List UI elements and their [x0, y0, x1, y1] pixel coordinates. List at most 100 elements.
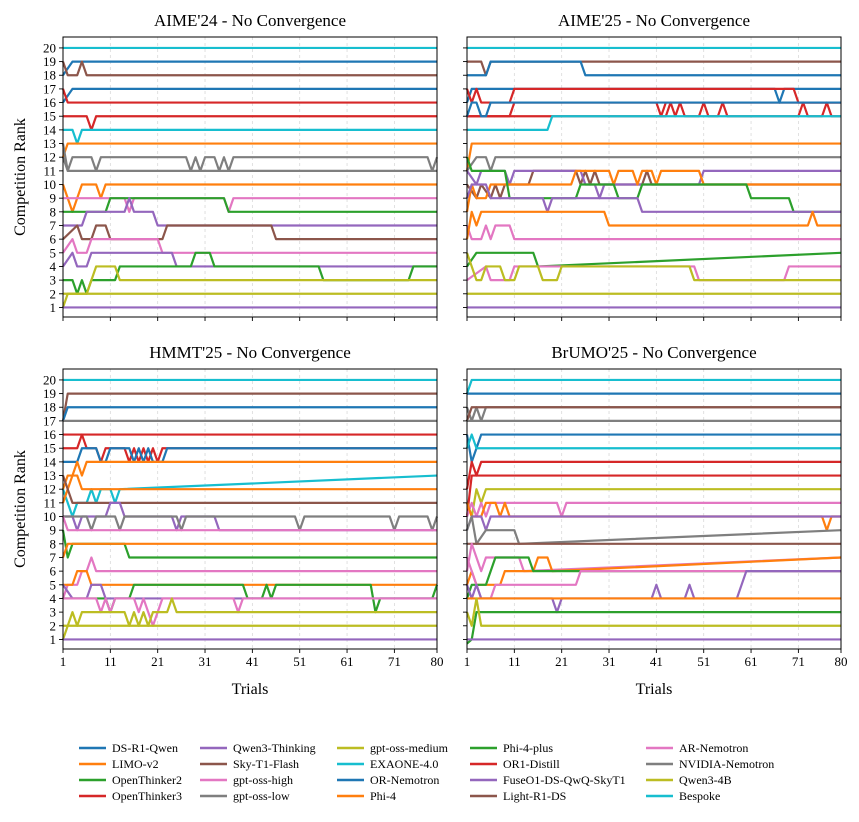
legend-label: DS-R1-Qwen	[112, 741, 178, 755]
legend-item: OpenThinker2	[79, 773, 182, 787]
y-axis-label: Competition Rank	[12, 118, 29, 236]
x-tick-label: 41	[650, 654, 663, 669]
plot-frame	[62, 368, 438, 650]
y-tick-label: 10	[43, 177, 56, 192]
y-tick-label: 2	[50, 286, 57, 301]
series-line	[61, 474, 437, 491]
series-line	[63, 115, 437, 131]
y-tick-label: 14	[43, 454, 57, 469]
legend-label: OR-Nemotron	[370, 773, 439, 787]
panel-title: AIME'25 - No Convergence	[558, 11, 750, 30]
y-tick-label: 4	[50, 259, 57, 274]
legend-item: EXAONE-4.0	[337, 757, 438, 771]
legend-item: gpt-oss-high	[200, 773, 293, 787]
series-line	[61, 542, 437, 558]
legend-item: Light-R1-DS	[470, 789, 566, 803]
legend-item: OR-Nemotron	[337, 773, 439, 787]
series-line	[467, 101, 841, 118]
y-tick-label: 1	[50, 632, 57, 647]
series-line	[465, 378, 841, 394]
x-tick-label: 21	[151, 654, 164, 669]
legend: DS-R1-Qwen LIMO-v2 OpenThinker2 OpenThinker…	[79, 741, 774, 803]
y-tick-label: 14	[43, 122, 57, 137]
series-line	[465, 169, 841, 213]
series-line	[465, 570, 841, 614]
legend-label: Light-R1-DS	[503, 789, 566, 803]
x-tick-label: 80	[835, 654, 848, 669]
legend-item: NVIDIA-Nemotron	[646, 757, 774, 771]
series-line	[62, 60, 437, 76]
series-line	[465, 87, 841, 104]
y-tick-label: 12	[43, 482, 56, 497]
series-line	[467, 60, 841, 77]
series-line	[61, 88, 437, 104]
legend-item: AR-Nemotron	[646, 741, 748, 755]
y-tick-label: 18	[43, 68, 56, 83]
series-line	[465, 515, 841, 532]
y-tick-label: 4	[50, 591, 57, 606]
y-tick-label: 6	[50, 564, 57, 579]
legend-item: Bespoke	[646, 789, 720, 803]
x-tick-label: 51	[293, 654, 306, 669]
y-tick-label: 16	[43, 95, 57, 110]
x-tick-label: 71	[792, 654, 805, 669]
series-line	[465, 515, 842, 545]
series-line	[63, 251, 437, 295]
series-line	[467, 60, 841, 77]
x-tick-label: 71	[388, 654, 401, 669]
y-tick-label: 15	[43, 109, 56, 124]
series-line	[63, 515, 439, 532]
x-axis-label: Trials	[636, 681, 673, 698]
series-line	[466, 251, 842, 268]
series-line	[61, 142, 437, 158]
y-tick-label: 9	[50, 523, 57, 538]
legend-item: Qwen3-4B	[646, 773, 732, 787]
series-line	[465, 224, 841, 241]
legend-label: gpt-oss-high	[233, 773, 293, 787]
y-tick-label: 17	[43, 81, 57, 96]
series-line	[63, 447, 437, 463]
y-tick-label: 11	[43, 495, 56, 510]
y-tick-label: 13	[43, 468, 56, 483]
legend-label: Phi-4	[370, 789, 396, 803]
y-tick-label: 11	[43, 163, 56, 178]
legend-label: FuseO1-DS-QwQ-SkyT1	[503, 773, 626, 787]
legend-label: AR-Nemotron	[679, 741, 748, 755]
series-line	[62, 583, 437, 600]
series-line	[61, 143, 439, 172]
legend-item: Sky-T1-Flash	[200, 757, 299, 771]
legend-label: LIMO-v2	[112, 757, 159, 771]
y-tick-label: 13	[43, 136, 56, 151]
series-line	[62, 87, 437, 104]
series-line	[63, 128, 437, 145]
legend-item: gpt-oss-medium	[337, 741, 449, 755]
y-tick-label: 8	[50, 204, 57, 219]
series-line	[61, 556, 437, 599]
x-tick-label: 1	[60, 654, 67, 669]
legend-item: Phi-4-plus	[470, 741, 553, 755]
x-tick-label: 61	[745, 654, 758, 669]
x-tick-label: 11	[508, 654, 521, 669]
series-line	[466, 265, 841, 282]
legend-item: FuseO1-DS-QwQ-SkyT1	[470, 773, 626, 787]
legend-item: Phi-4	[337, 789, 396, 803]
series-line	[61, 597, 437, 640]
series-line	[465, 406, 841, 422]
legend-label: EXAONE-4.0	[370, 757, 438, 771]
y-tick-label: 7	[50, 218, 57, 233]
panel-title: BrUMO'25 - No Convergence	[551, 343, 756, 362]
series-line	[61, 406, 437, 422]
series-line	[61, 183, 437, 213]
series-line	[63, 570, 437, 586]
series-line	[465, 87, 841, 104]
y-tick-label: 12	[43, 150, 56, 165]
series-line	[61, 265, 437, 308]
series-line	[61, 516, 437, 532]
series-line	[465, 406, 841, 422]
series-line	[61, 392, 437, 422]
x-tick-label: 41	[246, 654, 259, 669]
series-line	[62, 224, 437, 241]
